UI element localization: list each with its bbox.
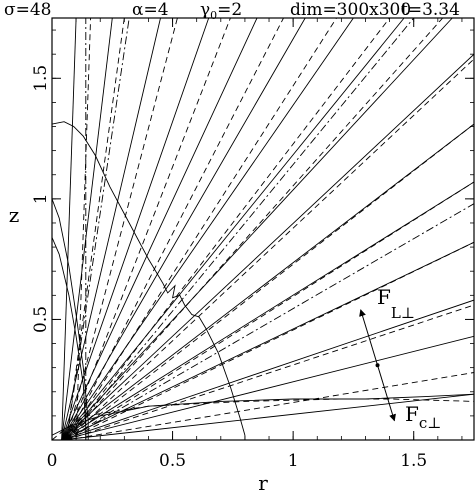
force-centrifugal-label: Fc⊥	[405, 402, 441, 432]
series-line-dashdot	[66, 18, 415, 440]
y-axis-label: z	[9, 203, 20, 227]
series-line-solid	[61, 18, 405, 440]
axis-ticks	[51, 18, 474, 441]
series-line-dashdot	[66, 18, 130, 440]
y-tick-label: 1	[31, 193, 51, 204]
series-line-dashed	[66, 18, 178, 440]
header-gamma-sub: 0	[210, 9, 217, 22]
force-centrifugal-main: F	[405, 402, 419, 426]
series-line-dashed	[66, 18, 284, 440]
series-line-dashed	[66, 18, 125, 440]
series-line-solid	[61, 299, 474, 440]
x-tick-label: 0	[47, 451, 58, 471]
tick-labels: 0 0.5 1 1.5 0.5 1 1.5	[31, 65, 427, 471]
header-alpha: α=4	[132, 0, 169, 20]
plot-frame	[51, 17, 475, 441]
series-line-solid	[61, 335, 474, 440]
force-centrifugal-arrow	[377, 365, 396, 422]
series-line-dashed	[66, 18, 390, 440]
force-lorentz-sub: L⊥	[391, 304, 415, 322]
series-line-dashed	[66, 372, 474, 440]
series-line-dashed	[66, 18, 231, 440]
header-gamma-value: =2	[217, 0, 242, 20]
series-line-solid	[61, 18, 161, 440]
series-line-solid	[52, 393, 474, 436]
series-line-dashed	[66, 58, 474, 440]
series-line-solid	[52, 237, 87, 440]
annotations	[359, 309, 396, 422]
series-line-solid	[61, 53, 474, 440]
header-dim: dim=300x300	[290, 0, 411, 20]
header-time: t=3.34	[401, 0, 460, 20]
force-centrifugal-sub: c⊥	[419, 414, 442, 432]
force-lorentz-label: FL⊥	[377, 285, 415, 322]
series-line-solid	[61, 18, 306, 440]
series-line-dashed	[66, 18, 337, 440]
series-line-solid	[52, 121, 246, 440]
force-lorentz-arrow	[359, 309, 379, 366]
series-line-dashed	[66, 181, 474, 440]
y-tick-label: 1.5	[31, 65, 51, 92]
series-line-solid	[61, 241, 474, 440]
series-line-solid	[61, 123, 474, 440]
series-line-dashed	[66, 304, 474, 440]
series-line-dashed	[66, 241, 474, 440]
series-line-dashed	[75, 18, 92, 440]
x-axis-label: r	[258, 471, 268, 494]
series-line-solid	[52, 198, 89, 440]
series-line-dashed	[66, 123, 474, 440]
series-group	[52, 18, 474, 440]
header-sigma: σ=48	[4, 0, 51, 20]
series-line-solid	[61, 18, 113, 440]
x-tick-label: 0.5	[159, 451, 186, 471]
header-gamma: γ0=2	[200, 0, 242, 22]
x-tick-label: 1	[288, 451, 299, 471]
force-lorentz-main: F	[377, 285, 391, 309]
series-line-solid	[61, 393, 474, 440]
series-line-solid	[61, 18, 354, 440]
series-line-dashdot	[66, 203, 474, 440]
series-line-solid	[61, 18, 453, 440]
series-line-dashed	[66, 18, 444, 440]
series-line-solid	[61, 18, 77, 440]
header-gamma-symbol: γ	[200, 0, 210, 20]
force-origin-dot	[375, 363, 380, 368]
x-tick-label: 1.5	[400, 451, 427, 471]
y-tick-label: 0.5	[31, 306, 51, 333]
